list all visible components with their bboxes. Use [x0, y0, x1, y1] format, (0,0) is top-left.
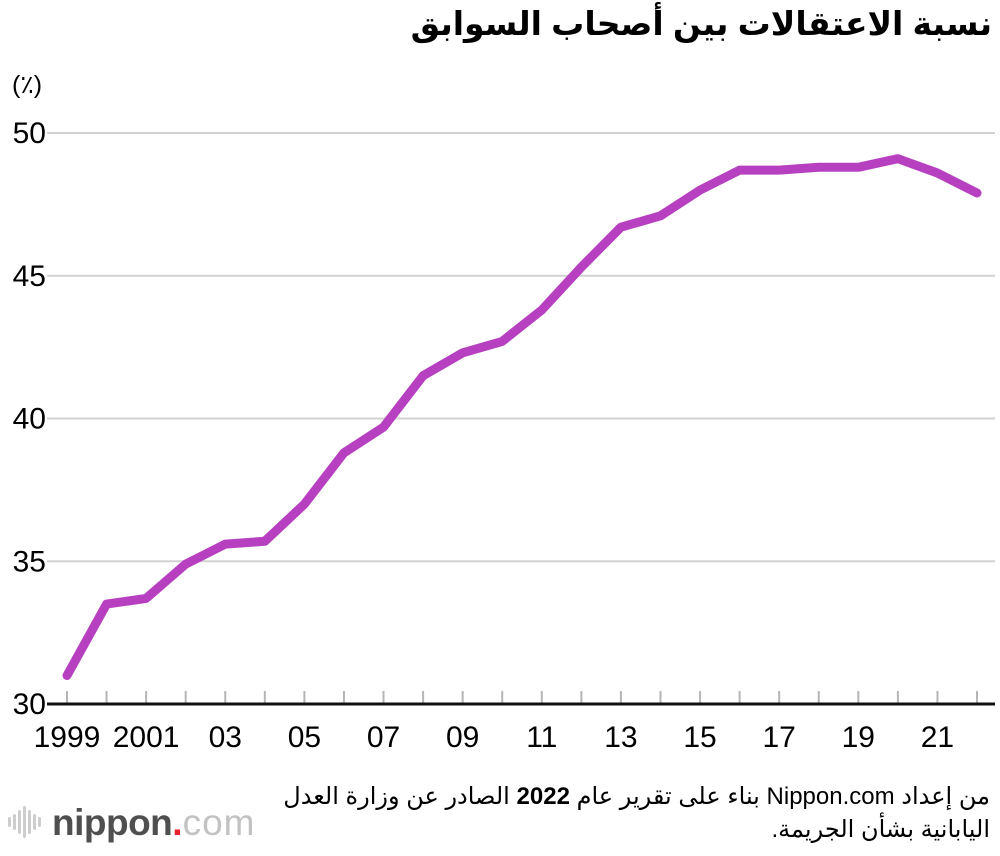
nippon-logo-text: nippon.com [52, 804, 255, 841]
y-tick-label-35: 35 [13, 545, 46, 578]
line-chart-canvas: 30 35 40 45 50 1999 2001 03 05 07 09 11 13 15 17 19 21 [13, 117, 995, 754]
x-tick-label-2003: 03 [209, 721, 242, 754]
x-tick-label-2019: 19 [842, 721, 875, 754]
source-note: من إعداد Nippon.com بناء على تقرير عام 2… [250, 780, 990, 846]
y-axis-unit-label: (٪) [12, 71, 43, 99]
y-tick-label-50: 50 [13, 117, 46, 150]
x-tick-label-1999: 1999 [34, 721, 101, 754]
sound-wave-icon [8, 806, 41, 838]
logo-red-dot: . [172, 801, 183, 843]
logo-word-com: com [182, 801, 256, 843]
chart-title: نسبة الاعتقالات بين أصحاب السوابق [410, 5, 992, 42]
source-note-line2: اليابانية بشأن الجريمة. [771, 816, 990, 843]
x-tick-label-2001: 2001 [113, 721, 180, 754]
x-tick-label-2021: 21 [921, 721, 954, 754]
y-tick-label-30: 30 [13, 688, 46, 721]
nippon-logo: nippon.com [8, 803, 255, 841]
x-tick-label-2009: 09 [446, 721, 479, 754]
data-line-arrest-rate [62, 154, 982, 680]
source-note-line1: من إعداد Nippon.com بناء على تقرير عام 2… [283, 783, 990, 810]
y-tick-label-45: 45 [13, 260, 46, 293]
logo-word-nippon: nippon [52, 801, 173, 843]
x-tick-label-2013: 13 [604, 721, 637, 754]
x-tick-label-2015: 15 [683, 721, 716, 754]
x-tick-label-2005: 05 [288, 721, 321, 754]
x-tick-label-2011: 11 [526, 721, 557, 754]
x-tick-label-2017: 17 [762, 721, 795, 754]
source-year: 2022 [516, 783, 570, 810]
x-tick-label-2007: 07 [367, 721, 400, 754]
y-tick-label-40: 40 [13, 403, 46, 436]
